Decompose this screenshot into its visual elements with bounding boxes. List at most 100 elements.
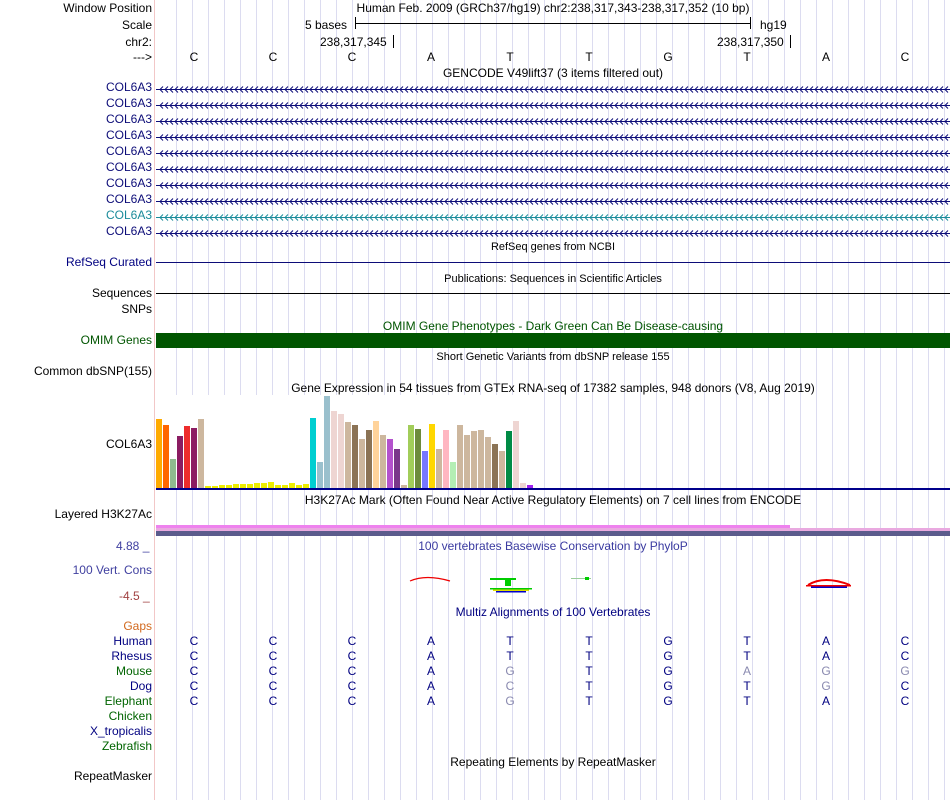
gencode-transcript[interactable] (156, 195, 950, 205)
gtex-tissue-bar[interactable] (198, 419, 204, 488)
gtex-tissue-bar[interactable] (485, 437, 491, 488)
gtex-tissue-bar[interactable] (219, 485, 225, 488)
gencode-transcript[interactable] (156, 131, 950, 141)
gtex-tissue-bar[interactable] (352, 425, 358, 488)
gtex-tissue-bar[interactable] (387, 439, 393, 488)
gtex-tissue-bar[interactable] (247, 484, 253, 488)
repeatmasker-label[interactable]: RepeatMasker (73, 769, 152, 783)
gencode-transcript[interactable] (156, 227, 950, 237)
gtex-tissue-bar[interactable] (177, 436, 183, 488)
gencode-item-label[interactable]: COL6A3 (105, 176, 152, 190)
dbsnp-track-title[interactable]: Short Genetic Variants from dbSNP releas… (436, 351, 670, 363)
gtex-bar-chart[interactable] (156, 395, 536, 488)
gencode-transcript[interactable] (156, 83, 950, 93)
gtex-tissue-bar[interactable] (317, 462, 323, 488)
multiz-species-label[interactable]: Mouse (115, 664, 152, 678)
refseq-track-title[interactable]: RefSeq genes from NCBI (490, 241, 616, 253)
gencode-item-label[interactable]: COL6A3 (105, 224, 152, 238)
gencode-transcript[interactable] (156, 147, 950, 157)
multiz-species-label[interactable]: Human (113, 634, 152, 648)
multiz-species-label[interactable]: Zebrafish (101, 739, 152, 753)
gtex-tissue-bar[interactable] (394, 449, 400, 488)
gtex-tissue-bar[interactable] (422, 451, 428, 488)
refseq-gene-line[interactable] (156, 262, 950, 263)
gencode-item-label[interactable]: COL6A3 (105, 96, 152, 110)
omim-gene-bar[interactable] (156, 333, 950, 348)
refseq-label[interactable]: RefSeq Curated (65, 255, 152, 269)
gtex-tissue-bar[interactable] (373, 421, 379, 488)
multiz-track-title[interactable]: Multiz Alignments of 100 Vertebrates (455, 605, 651, 619)
gtex-tissue-bar[interactable] (170, 459, 176, 488)
gtex-tissue-bar[interactable] (366, 430, 372, 488)
gtex-tissue-bar[interactable] (408, 425, 414, 488)
gencode-transcript[interactable] (156, 179, 950, 189)
gtex-tissue-bar[interactable] (261, 483, 267, 488)
gtex-tissue-bar[interactable] (289, 483, 295, 488)
publications-line[interactable] (156, 293, 950, 294)
gencode-item-label[interactable]: COL6A3 (105, 128, 152, 142)
gtex-tissue-bar[interactable] (331, 411, 337, 488)
gtex-tissue-bar[interactable] (191, 428, 197, 488)
gtex-tissue-bar[interactable] (345, 422, 351, 488)
gtex-tissue-bar[interactable] (499, 451, 505, 488)
gtex-tissue-bar[interactable] (184, 426, 190, 488)
gencode-transcript[interactable] (156, 115, 950, 125)
gtex-track-title[interactable]: Gene Expression in 54 tissues from GTEx … (291, 381, 815, 395)
gtex-tissue-bar[interactable] (282, 485, 288, 488)
gtex-tissue-bar[interactable] (527, 485, 533, 488)
gtex-tissue-bar[interactable] (380, 435, 386, 488)
gtex-tissue-bar[interactable] (401, 485, 407, 488)
gtex-tissue-bar[interactable] (240, 484, 246, 488)
gtex-tissue-bar[interactable] (303, 484, 309, 488)
gtex-tissue-bar[interactable] (492, 444, 498, 488)
gtex-tissue-bar[interactable] (415, 429, 421, 488)
h3k27ac-label[interactable]: Layered H3K27Ac (54, 507, 152, 521)
gtex-tissue-bar[interactable] (268, 482, 274, 488)
gtex-tissue-bar[interactable] (310, 418, 316, 488)
multiz-species-label[interactable]: Chicken (108, 709, 152, 723)
gtex-tissue-bar[interactable] (163, 425, 169, 488)
gtex-tissue-bar[interactable] (212, 486, 218, 488)
gtex-tissue-bar[interactable] (338, 414, 344, 488)
gencode-transcript[interactable] (156, 163, 950, 173)
multiz-species-label[interactable]: X_tropicalis (89, 724, 152, 738)
gtex-label[interactable]: COL6A3 (105, 437, 152, 451)
gtex-tissue-bar[interactable] (436, 449, 442, 488)
gencode-item-label[interactable]: COL6A3 (105, 160, 152, 174)
multiz-species-label[interactable]: Rhesus (111, 649, 152, 663)
publications-track-title[interactable]: Publications: Sequences in Scientific Ar… (444, 273, 662, 285)
gtex-tissue-bar[interactable] (359, 439, 365, 488)
gtex-tissue-bar[interactable] (520, 483, 526, 488)
dbsnp-label[interactable]: Common dbSNP(155) (33, 364, 152, 378)
gtex-tissue-bar[interactable] (513, 421, 519, 488)
gtex-tissue-bar[interactable] (275, 485, 281, 488)
gtex-tissue-bar[interactable] (506, 431, 512, 488)
phylop-label[interactable]: 100 Vert. Cons (72, 563, 152, 577)
repeatmasker-track-title[interactable]: Repeating Elements by RepeatMasker (450, 755, 656, 769)
gtex-tissue-bar[interactable] (324, 396, 330, 488)
gtex-tissue-bar[interactable] (471, 431, 477, 488)
gencode-item-label[interactable]: COL6A3 (105, 80, 152, 94)
gencode-track-title[interactable]: GENCODE V49lift37 (3 items filtered out) (442, 66, 664, 80)
gtex-tissue-bar[interactable] (464, 435, 470, 488)
gtex-tissue-bar[interactable] (457, 425, 463, 488)
gtex-tissue-bar[interactable] (296, 485, 302, 488)
publications-label-snps[interactable]: SNPs (121, 302, 152, 316)
gtex-tissue-bar[interactable] (443, 430, 449, 488)
gtex-tissue-bar[interactable] (429, 424, 435, 488)
gtex-tissue-bar[interactable] (156, 419, 162, 488)
multiz-species-label[interactable]: Elephant (104, 694, 152, 708)
gencode-transcript[interactable] (156, 211, 950, 221)
omim-track-title[interactable]: OMIM Gene Phenotypes - Dark Green Can Be… (382, 319, 724, 333)
multiz-gaps-label[interactable]: Gaps (123, 619, 152, 633)
gtex-tissue-bar[interactable] (226, 485, 232, 488)
gencode-item-label[interactable]: COL6A3 (105, 208, 152, 222)
multiz-species-label[interactable]: Dog (129, 679, 152, 693)
gtex-tissue-bar[interactable] (450, 462, 456, 488)
phylop-track-title[interactable]: 100 vertebrates Basewise Conservation by… (418, 539, 688, 553)
gtex-tissue-bar[interactable] (205, 486, 211, 488)
gencode-item-label[interactable]: COL6A3 (105, 112, 152, 126)
gencode-item-label[interactable]: COL6A3 (105, 192, 152, 206)
gtex-tissue-bar[interactable] (233, 484, 239, 488)
gtex-tissue-bar[interactable] (478, 430, 484, 488)
